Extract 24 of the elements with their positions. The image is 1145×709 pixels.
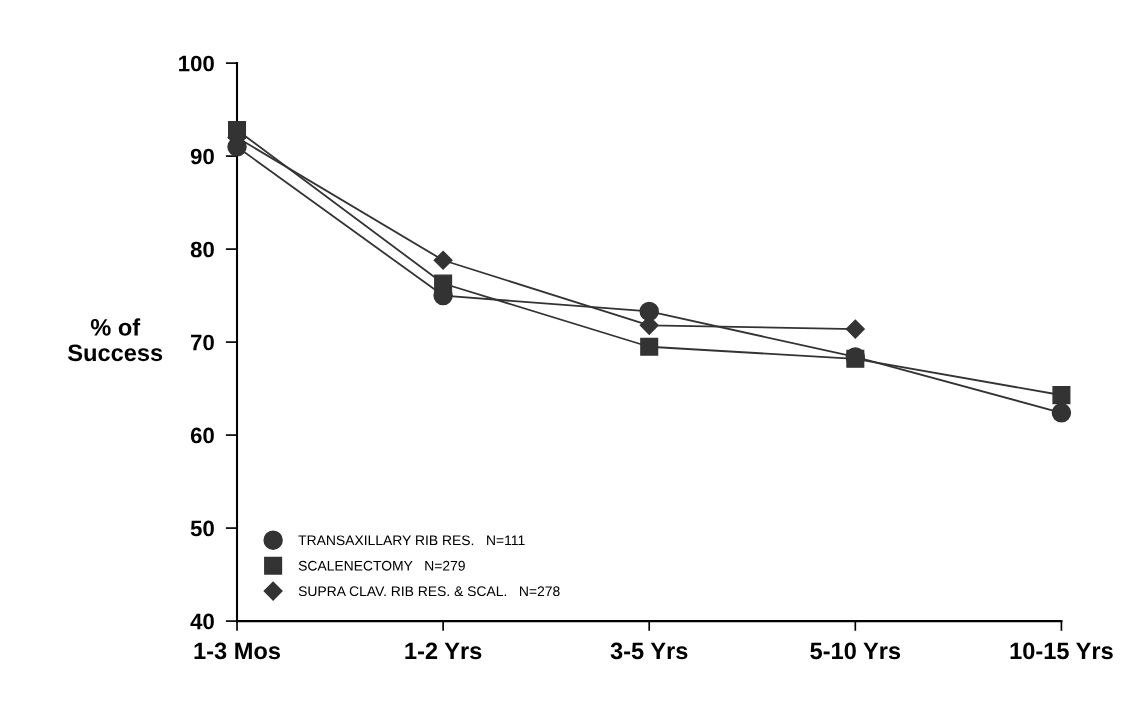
- x-tick-label: 3-5 Yrs: [610, 642, 688, 660]
- x-tick-label: 10-15 Yrs: [1010, 642, 1113, 660]
- point: [640, 337, 659, 356]
- point: [227, 121, 247, 140]
- x-tick-label: 1-3 Mos: [194, 642, 280, 660]
- legend-label: SCALENECTOMY N=279: [298, 560, 465, 571]
- point: [1052, 386, 1071, 405]
- x-tick-label: 1-2 Yrs: [405, 642, 482, 660]
- x-tick-label: 5-10 Yrs: [810, 642, 901, 660]
- y-tick-label: 100: [179, 55, 214, 72]
- y-axis-title: % of Success: [67, 318, 163, 362]
- y-tick-label: 80: [190, 241, 214, 258]
- y-tick-label: 70: [191, 334, 214, 351]
- y-tick-label: 60: [190, 427, 214, 444]
- point: [1051, 403, 1072, 423]
- y-tick-label: 90: [190, 148, 214, 165]
- point: [845, 319, 865, 339]
- point: [433, 250, 453, 270]
- point: [639, 301, 659, 322]
- legend-label: SUPRA CLAV. RIB RES. & SCAL. N=278: [298, 586, 560, 597]
- point: [227, 137, 247, 157]
- legend-label: TRANSAXILLARY RIB RES. N=111: [298, 535, 525, 546]
- y-tick-label: 40: [190, 613, 214, 630]
- y-tick-label: 50: [190, 520, 214, 537]
